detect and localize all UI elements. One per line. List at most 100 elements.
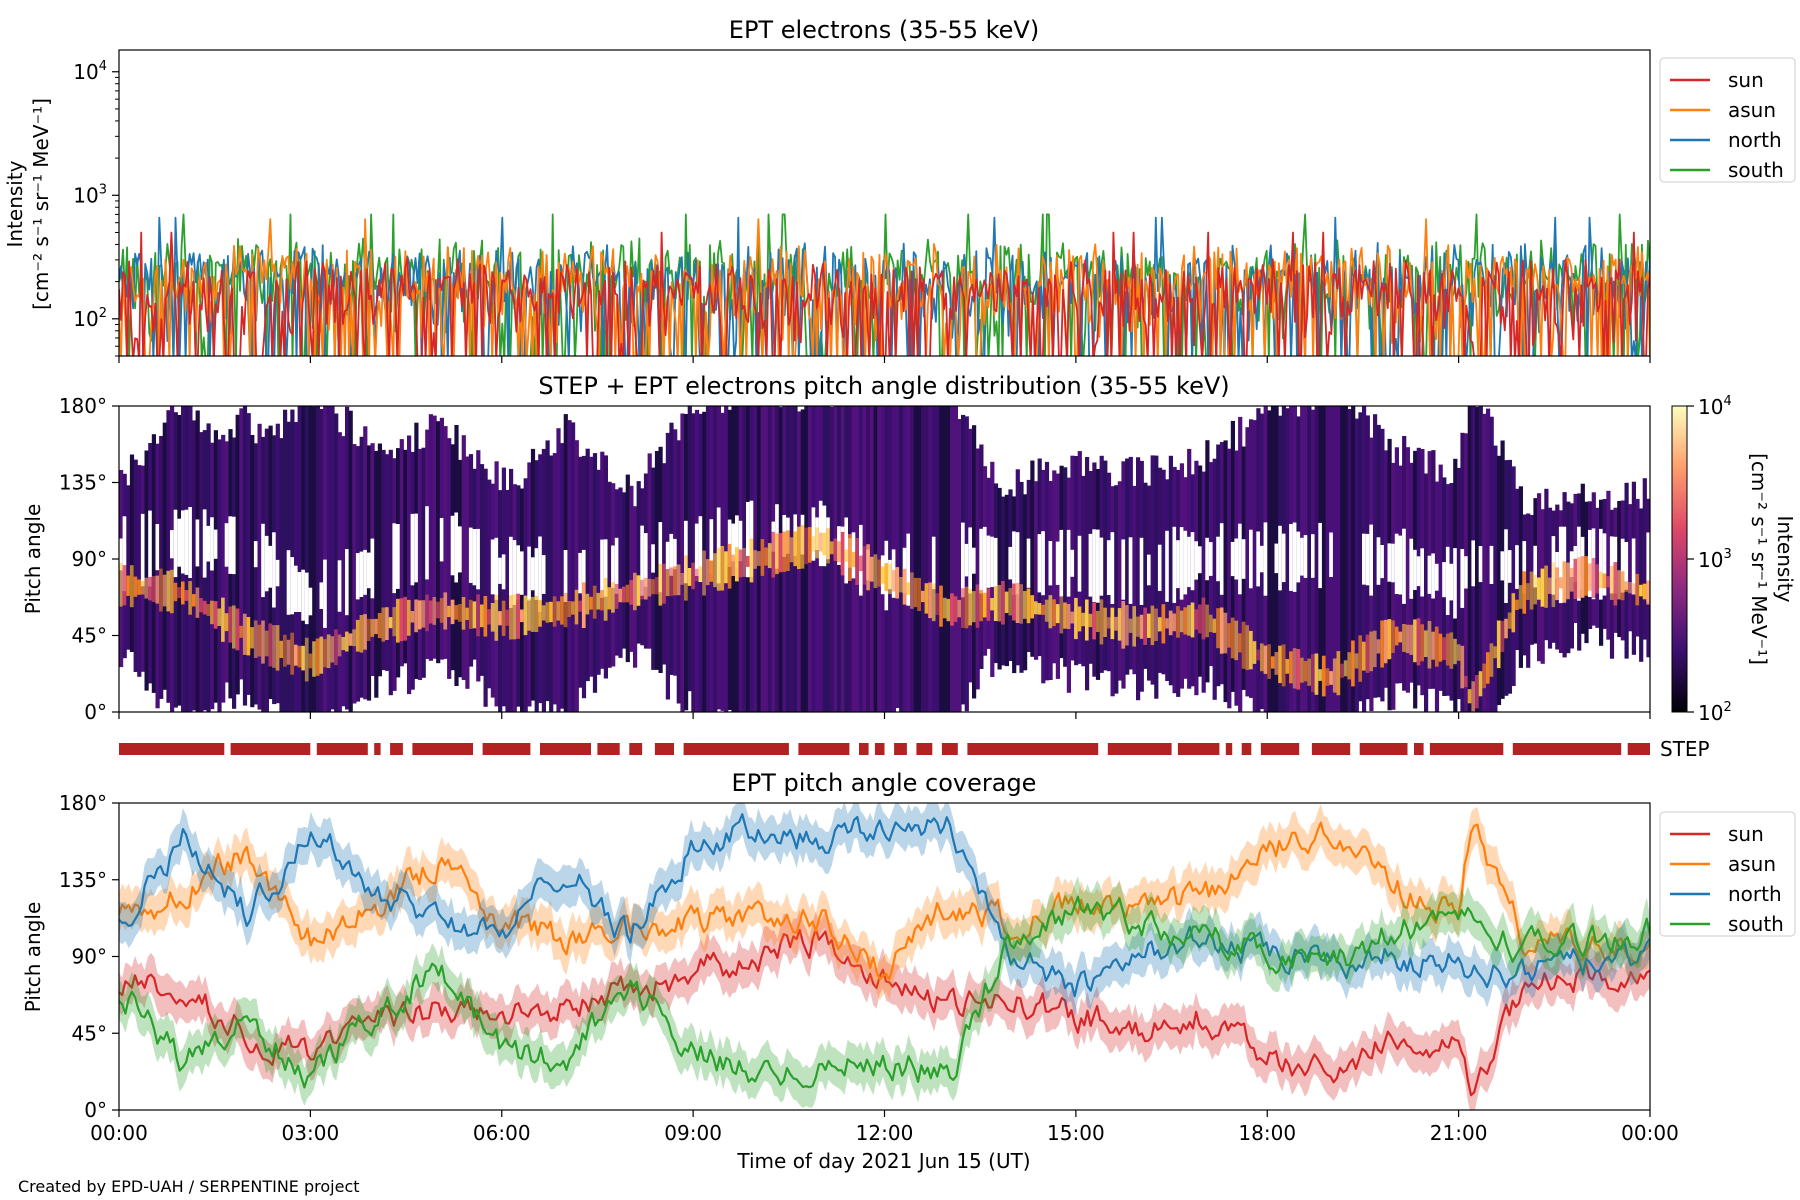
pad-heatmap-gap	[286, 550, 291, 615]
pad-heatmap-bright	[170, 569, 175, 614]
intensity-y-ticks: 102 103 104	[73, 59, 119, 357]
pad-heatmap-bright	[589, 596, 594, 610]
pad-heatmap-bright	[301, 645, 306, 671]
pad-heatmap-gap	[1599, 528, 1604, 600]
pad-heatmap-bright	[1281, 644, 1286, 687]
pad-heatmap-gap	[1369, 524, 1374, 596]
pad-heatmap-gap	[1453, 548, 1458, 619]
pad-heatmap-bright	[1354, 653, 1359, 669]
pad-heatmap-gap	[1420, 548, 1425, 597]
pad-heatmap-column	[567, 420, 572, 712]
pad-heatmap-gap	[727, 519, 732, 567]
pad-heatmap-bright	[1296, 649, 1301, 690]
pad-heatmap-gap	[1015, 532, 1020, 595]
pad-heatmap-bright	[345, 631, 350, 652]
pad-heatmap-gap	[1624, 542, 1629, 590]
coverage-y-tick-label: 135°	[59, 868, 107, 892]
pad-heatmap-column	[385, 454, 390, 671]
pad-heatmap-bright	[957, 599, 962, 618]
pad-heatmap-gap	[1092, 529, 1097, 602]
pad-heatmap-gap	[1471, 540, 1476, 587]
pad-heatmap-gap	[439, 518, 444, 562]
pad-heatmap-bright	[986, 588, 991, 621]
pad-heatmap-bright	[931, 583, 937, 622]
pad-heatmap-gap	[173, 509, 178, 578]
pad-heatmap-column	[1321, 406, 1327, 712]
pad-heatmap-bright	[388, 617, 393, 629]
pad-heatmap-column	[217, 439, 222, 712]
pad-heatmap-bright	[1187, 605, 1192, 636]
pad-heatmap-bright	[334, 629, 339, 666]
pad-heatmap-bright	[1132, 606, 1137, 647]
pad-heatmap-bright	[1311, 654, 1316, 693]
pad-heatmap-gap	[1095, 529, 1101, 603]
pad-heatmap-bright	[1413, 619, 1418, 663]
pad-heatmap-gap	[1110, 532, 1115, 604]
pad-heatmap-bright	[1066, 604, 1071, 629]
pad-heatmap-bright	[833, 538, 838, 561]
intensity-panel-title: EPT electrons (35-55 keV)	[729, 16, 1039, 44]
pad-heatmap-bright	[1609, 565, 1615, 600]
pad-heatmap-bright	[425, 594, 430, 632]
colorbar-tick-label: 104	[1698, 394, 1732, 419]
pad-heatmap-bright	[458, 604, 463, 622]
pad-heatmap-gap	[119, 538, 124, 571]
pad-heatmap-column	[1168, 455, 1173, 686]
pad-heatmap-column	[1340, 406, 1345, 712]
pad-heatmap-gap	[811, 507, 816, 561]
coverage-band-south	[119, 876, 1650, 1108]
pad-heatmap-column	[323, 406, 328, 712]
pad-heatmap-bright	[1004, 591, 1009, 613]
pad-heatmap-gap	[1070, 549, 1075, 577]
pad-heatmap-bright	[1252, 641, 1257, 664]
pad-heatmap-gap	[1165, 530, 1170, 602]
pad-heatmap-bright	[793, 531, 798, 567]
pad-heatmap-bright	[749, 538, 754, 583]
step-segment	[540, 743, 591, 755]
pad-heatmap-column	[1150, 455, 1155, 685]
pad-heatmap-column	[1434, 481, 1440, 712]
pad-heatmap-bright	[151, 576, 156, 603]
pad-heatmap-gap	[396, 524, 401, 589]
pad-heatmap-column	[403, 449, 408, 664]
pad-heatmap-column	[407, 435, 412, 695]
pad-heatmap-bright	[1343, 660, 1348, 677]
pad-heatmap-bright	[355, 619, 361, 652]
pad-heatmap-column	[253, 443, 259, 705]
pad-heatmap-column	[170, 406, 175, 712]
pad-heatmap-bright	[618, 588, 623, 603]
step-segment	[1311, 743, 1351, 755]
step-segment	[1414, 743, 1424, 755]
pad-heatmap-bright	[651, 579, 656, 595]
intensity-y-tick-label: 102	[73, 306, 107, 331]
intensity-legend-label-south: south	[1728, 158, 1784, 182]
pad-heatmap-bright	[191, 594, 197, 607]
pad-heatmap-bright	[450, 599, 455, 625]
pad-heatmap-column	[829, 407, 834, 712]
pad-heatmap-bright	[461, 597, 466, 630]
pad-heatmap-bright	[1475, 675, 1480, 709]
pad-heatmap-column	[910, 406, 915, 712]
pad-heatmap-bright	[1420, 624, 1425, 662]
pad-heatmap-bright	[366, 618, 372, 641]
pad-heatmap-gap	[600, 539, 605, 598]
pad-heatmap-column	[1544, 488, 1549, 641]
pad-heatmap-gap	[498, 557, 503, 584]
pad-heatmap-bright	[1617, 570, 1622, 600]
pad-heatmap-gap	[1099, 537, 1104, 596]
pad-heatmap-bright	[771, 531, 776, 578]
pad-y-tick-label: 0°	[84, 700, 107, 724]
pad-heatmap-bright	[1584, 556, 1589, 596]
pad-heatmap-gap	[1500, 551, 1505, 581]
pad-heatmap-column	[1373, 414, 1378, 698]
pad-heatmap-bright	[264, 630, 269, 657]
pad-heatmap-bright	[1278, 645, 1283, 684]
pad-heatmap-column	[1270, 406, 1276, 712]
pad-heatmap-gap	[684, 520, 689, 584]
pad-heatmap-gap	[304, 572, 310, 625]
pad-heatmap-gap	[1507, 550, 1512, 583]
coverage-y-tick-label: 45°	[72, 1021, 107, 1045]
pad-heatmap-bright	[1230, 617, 1235, 659]
coverage-x-tick-label: 03:00	[282, 1121, 340, 1145]
pad-heatmap-bright	[1172, 613, 1177, 632]
